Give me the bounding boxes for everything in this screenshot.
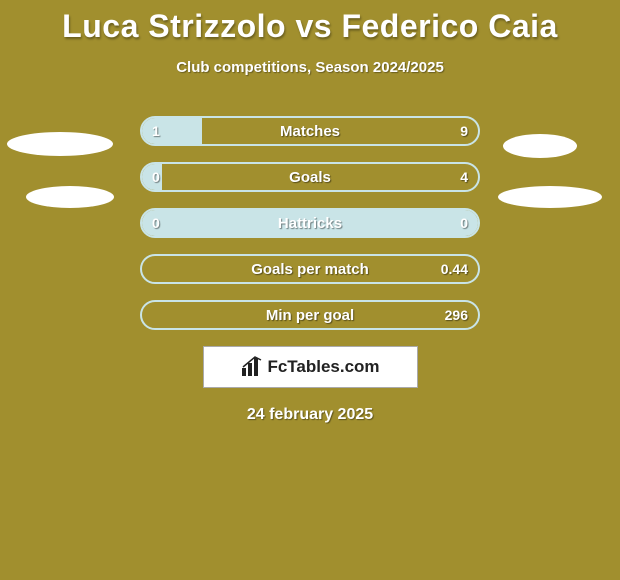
- logo-text: FcTables.com: [267, 357, 379, 377]
- stat-value-left: 0: [152, 164, 160, 190]
- stat-label: Goals: [142, 164, 478, 190]
- subtitle: Club competitions, Season 2024/2025: [0, 59, 620, 76]
- fctables-logo[interactable]: FcTables.com: [203, 346, 418, 388]
- stat-value-right: 0: [460, 210, 468, 236]
- stat-value-right: 0.44: [441, 256, 468, 282]
- stat-label: Min per goal: [142, 302, 478, 328]
- stat-value-right: 4: [460, 164, 468, 190]
- bar-chart-icon: [240, 356, 264, 378]
- stat-label: Goals per match: [142, 256, 478, 282]
- stat-bar: Min per goal296: [140, 300, 480, 330]
- generation-date: 24 february 2025: [0, 406, 620, 424]
- stat-bar: 0Goals4: [140, 162, 480, 192]
- stat-bar: 0Hattricks0: [140, 208, 480, 238]
- stat-bar-fill: [142, 210, 478, 236]
- stat-value-left: 0: [152, 210, 160, 236]
- stat-value-right: 9: [460, 118, 468, 144]
- player-silhouette-ellipse: [503, 134, 577, 158]
- stat-bar: Goals per match0.44: [140, 254, 480, 284]
- player-silhouette-ellipse: [26, 186, 114, 208]
- stat-bar: 1Matches9: [140, 116, 480, 146]
- stat-value-right: 296: [445, 302, 468, 328]
- stat-value-left: 1: [152, 118, 160, 144]
- comparison-chart: 1Matches90Goals40Hattricks0Goals per mat…: [70, 116, 550, 330]
- player-silhouette-ellipse: [7, 132, 113, 156]
- player-silhouette-ellipse: [498, 186, 602, 208]
- page-title: Luca Strizzolo vs Federico Caia: [0, 8, 620, 45]
